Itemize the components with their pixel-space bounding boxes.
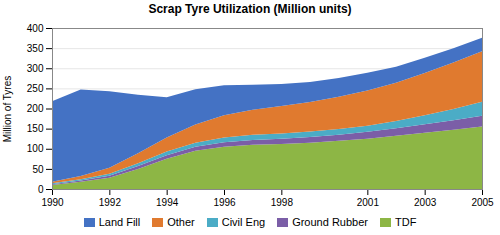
html-text:Other: Other	[167, 216, 195, 228]
svg-text:1992: 1992	[99, 197, 122, 208]
svg-text:2001: 2001	[357, 197, 380, 208]
svg-text:100: 100	[27, 143, 44, 154]
svg-text:50: 50	[32, 164, 44, 175]
html-text:Ground Rubber: Ground Rubber	[292, 216, 368, 228]
svg-text:1990: 1990	[41, 197, 64, 208]
svg-text:2005: 2005	[471, 197, 494, 208]
svg-text:2003: 2003	[414, 197, 437, 208]
html-text:Scrap Tyre Utilization (Millio: Scrap Tyre Utilization (Million units)	[148, 2, 352, 16]
html-text:Civil Eng: Civil Eng	[221, 216, 266, 228]
svg-text:1994: 1994	[156, 197, 179, 208]
svg-text:200: 200	[27, 103, 44, 114]
svg-text:150: 150	[27, 123, 44, 134]
svg-text:350: 350	[27, 43, 44, 54]
svg-text:250: 250	[27, 83, 44, 94]
svg-text:Million of Tyres: Million of Tyres	[2, 76, 13, 143]
svg-text:1998: 1998	[271, 197, 294, 208]
svg-text:400: 400	[27, 23, 44, 34]
html-text:TDF: TDF	[395, 216, 417, 228]
svg-text:1996: 1996	[213, 197, 236, 208]
html-text:Land Fill: Land Fill	[98, 216, 141, 228]
svg-text:0: 0	[38, 184, 44, 195]
svg-text:300: 300	[27, 63, 44, 74]
